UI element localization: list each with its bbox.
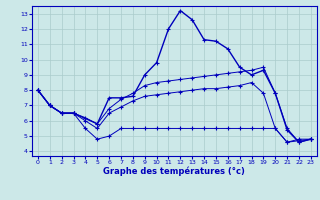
X-axis label: Graphe des températures (°c): Graphe des températures (°c) xyxy=(103,167,245,176)
